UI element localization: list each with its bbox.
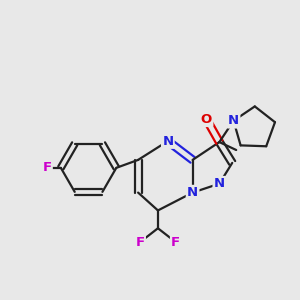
Text: N: N bbox=[162, 135, 173, 148]
Text: N: N bbox=[214, 177, 225, 190]
Text: F: F bbox=[42, 161, 52, 174]
Text: O: O bbox=[201, 113, 212, 126]
Text: N: N bbox=[187, 186, 198, 199]
Text: F: F bbox=[171, 236, 180, 249]
Text: N: N bbox=[228, 114, 239, 127]
Text: F: F bbox=[136, 236, 145, 249]
